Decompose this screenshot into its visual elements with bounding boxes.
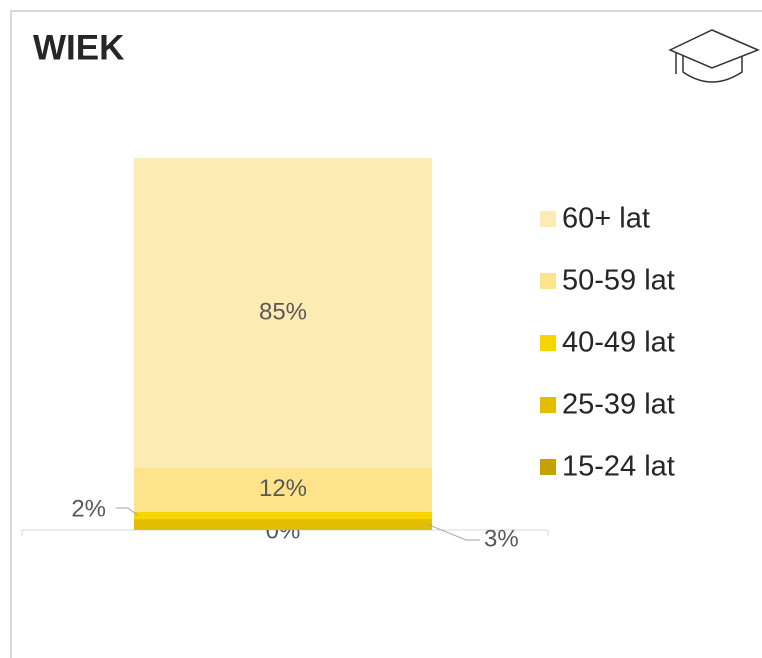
data-label: 85% (259, 298, 307, 325)
data-label: 3% (484, 525, 519, 552)
legend-label: 25-39 lat (562, 389, 675, 421)
legend-label: 40-49 lat (562, 327, 675, 359)
graduation-cap-icon (668, 29, 760, 83)
card-border (10, 10, 762, 658)
bar-segment (134, 511, 432, 520)
data-label: 2% (71, 495, 106, 522)
chart-title: WIEK (33, 28, 124, 67)
legend-swatch (540, 273, 556, 289)
legend-swatch (540, 459, 556, 475)
legend-label: 15-24 lat (562, 451, 675, 483)
legend-label: 50-59 lat (562, 265, 675, 297)
legend-swatch (540, 211, 556, 227)
legend-swatch (540, 397, 556, 413)
data-label: 12% (259, 475, 307, 502)
legend-label: 60+ lat (562, 203, 650, 235)
bar-segment (134, 519, 432, 530)
leader-line (116, 507, 139, 516)
legend-swatch (540, 335, 556, 351)
bar-segment (134, 158, 432, 468)
bar-segment (134, 468, 432, 512)
leader-line (427, 524, 480, 541)
